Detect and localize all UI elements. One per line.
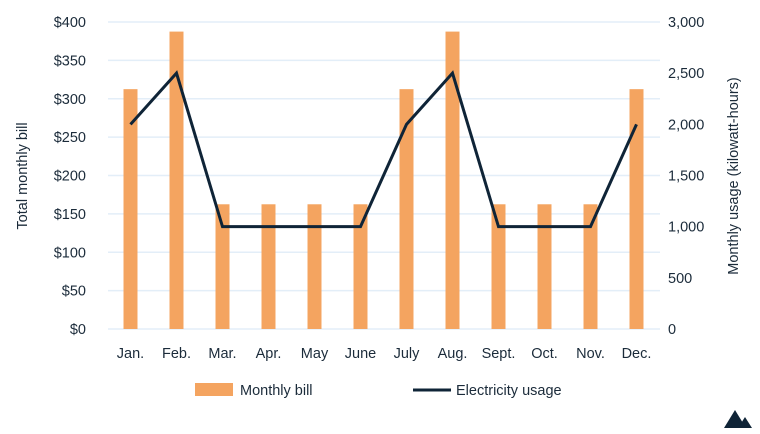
y-tick-label: $0 <box>70 322 86 338</box>
y2-tick-label: 3,000 <box>668 15 704 31</box>
bar-oct <box>537 204 552 329</box>
bar-apr <box>261 204 276 329</box>
y2-tick-label: 1,000 <box>668 220 704 236</box>
y2-tick-label: 2,000 <box>668 117 704 133</box>
mountain-logo <box>724 410 752 428</box>
y-tick-label: $100 <box>54 245 86 261</box>
y-tick-label: $250 <box>54 130 86 146</box>
x-tick-label: May <box>301 346 329 362</box>
x-tick-label: Feb. <box>162 346 191 362</box>
bar-july <box>399 89 414 329</box>
y-tick-label: $300 <box>54 92 86 108</box>
x-tick-label: Sept. <box>482 346 516 362</box>
bar-jan <box>123 89 138 329</box>
legend: Monthly bill Electricity usage <box>195 383 562 399</box>
x-tick-label: Dec. <box>622 346 652 362</box>
y-axis-label: Total monthly bill <box>15 122 31 229</box>
bar-june <box>353 204 368 329</box>
y2-axis-label: Monthly usage (kilowatt-hours) <box>726 77 742 274</box>
y2-tick-label: 0 <box>668 322 676 338</box>
x-tick-label: June <box>345 346 376 362</box>
legend-label-usage: Electricity usage <box>456 383 562 399</box>
y-tick-label: $50 <box>62 284 86 300</box>
y-tick-label: $200 <box>54 169 86 185</box>
legend-swatch-bill <box>195 383 233 396</box>
x-tick-label: Nov. <box>576 346 605 362</box>
y-tick-label: $350 <box>54 53 86 69</box>
bar-sept <box>491 204 506 329</box>
x-tick-label: Mar. <box>208 346 236 362</box>
x-tick-label: Jan. <box>117 346 144 362</box>
x-tick-label: Aug. <box>438 346 468 362</box>
y2-tick-label: 500 <box>668 271 692 287</box>
y2-tick-label: 1,500 <box>668 169 704 185</box>
x-tick-label: Oct. <box>531 346 558 362</box>
bar-aug <box>445 31 460 329</box>
legend-label-bill: Monthly bill <box>240 383 313 399</box>
y-tick-label: $400 <box>54 15 86 31</box>
bar-may <box>307 204 322 329</box>
y-tick-label: $150 <box>54 207 86 223</box>
usage-line <box>129 70 638 229</box>
bar-dec <box>629 89 644 329</box>
bar-mar <box>215 204 230 329</box>
y2-tick-label: 2,500 <box>668 66 704 82</box>
bar-feb <box>169 31 184 329</box>
x-tick-label: Apr. <box>256 346 282 362</box>
x-tick-label: July <box>394 346 421 362</box>
bar-nov <box>583 204 598 329</box>
